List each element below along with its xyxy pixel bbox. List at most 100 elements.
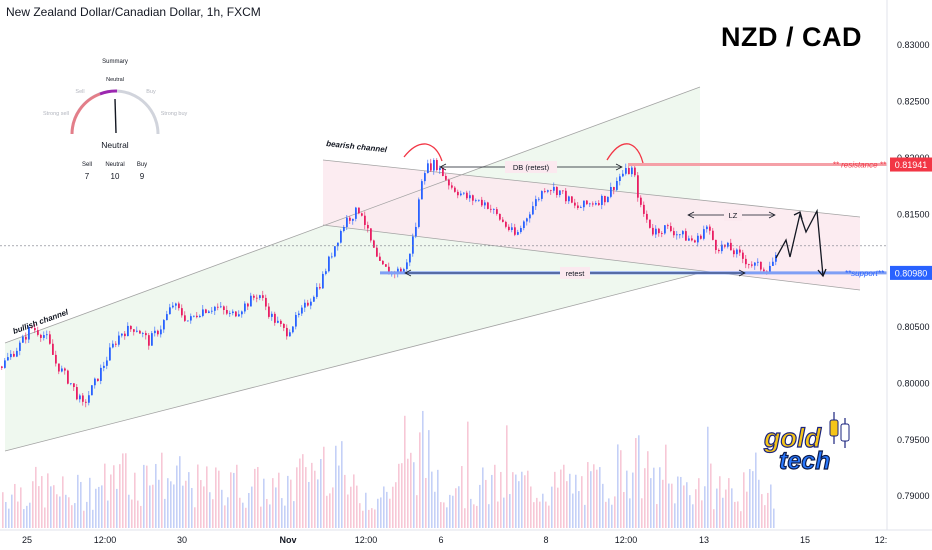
volume-bar	[572, 493, 574, 528]
candle-body	[85, 401, 87, 403]
candle-body	[637, 175, 639, 198]
candle-body	[730, 242, 732, 251]
candle-body	[211, 310, 213, 312]
volume-bar	[554, 471, 556, 528]
volume-bar	[332, 487, 334, 528]
volume-bar	[437, 469, 439, 528]
candle-body	[508, 226, 510, 230]
volume-bar	[143, 464, 145, 528]
volume-bar	[434, 491, 436, 528]
candle-body	[454, 187, 456, 192]
volume-bar	[167, 478, 169, 528]
candle-body	[130, 325, 132, 330]
volume-bar	[335, 445, 337, 528]
resistance-annotation: ** resistance **	[833, 161, 887, 170]
candle-body	[301, 307, 303, 314]
candle-body	[712, 230, 714, 240]
volume-bar	[479, 484, 481, 528]
volume-bar	[92, 509, 94, 528]
volume-bar	[590, 471, 592, 528]
candle-body	[202, 309, 204, 316]
volume-bar	[689, 495, 691, 528]
x-tick-label: Nov	[279, 535, 296, 545]
volume-bar	[617, 444, 619, 528]
volume-bar	[629, 498, 631, 528]
candle-body	[22, 336, 24, 343]
count-label-neutral: Neutral	[105, 162, 124, 168]
volume-bar	[452, 495, 454, 528]
volume-bar	[137, 500, 139, 528]
x-axis[interactable]: 25 12:00 30 Nov 12:00 6 8 12:00 13 15 12:	[22, 535, 887, 545]
db-retest-label-bg	[505, 161, 557, 173]
candle-body	[499, 213, 501, 220]
volume-bar	[497, 501, 499, 528]
candle-body	[640, 197, 642, 205]
candle-body	[361, 213, 363, 216]
volume-bar	[536, 497, 538, 528]
candle-body	[88, 395, 90, 403]
candle-body	[658, 228, 660, 234]
candle-body	[376, 247, 378, 257]
volume-bar	[338, 465, 340, 528]
volume-bar	[41, 476, 43, 528]
candle-body	[139, 330, 141, 334]
volume-bar	[545, 501, 547, 528]
candle-body	[679, 234, 681, 236]
volume-bar	[602, 483, 604, 528]
candle-body	[442, 167, 444, 176]
volume-bar	[122, 453, 124, 528]
candle-body	[55, 354, 57, 364]
volume-bar	[647, 451, 649, 528]
x-tick-label: 13	[699, 535, 709, 545]
volume-bar	[200, 480, 202, 528]
candle-body	[358, 207, 360, 214]
volume-bar	[128, 494, 130, 528]
bearish-channel-top	[322, 159, 861, 218]
volume-bar	[515, 474, 517, 528]
volume-bar	[398, 463, 400, 528]
volume-bar	[161, 452, 163, 528]
price-tag-bg	[890, 265, 932, 280]
candle-body	[718, 249, 720, 252]
summary-widget: Summary Neutral Sell Buy Strong sell Str…	[43, 59, 188, 181]
candle-body	[451, 185, 453, 188]
candle-body	[562, 190, 564, 192]
volume-bar	[446, 507, 448, 528]
volume-bar	[50, 486, 52, 528]
lz-arrow-head-right	[768, 211, 776, 219]
chart-title: New Zealand Dollar/Canadian Dollar, 1h, …	[6, 5, 261, 19]
candle-body	[697, 235, 699, 243]
volume-bar	[476, 505, 478, 528]
bullish-channel-fill	[5, 87, 700, 451]
candle-body	[79, 395, 81, 400]
volume-bar	[470, 498, 472, 528]
candle-body	[625, 168, 627, 174]
candle-body	[523, 221, 525, 229]
volume-bar	[686, 482, 688, 528]
candle-body	[346, 217, 348, 227]
candle-body	[388, 266, 390, 275]
volume-bar	[767, 492, 769, 528]
volume-bar	[440, 502, 442, 528]
x-tick-label: 30	[177, 535, 187, 545]
candle-body	[160, 329, 162, 335]
candle-body	[400, 268, 402, 272]
volume-bar	[35, 466, 37, 528]
candle-body	[91, 385, 93, 396]
volume-bar	[305, 467, 307, 528]
candle-body	[484, 202, 486, 206]
volume-bar	[44, 507, 46, 528]
volume-bar	[14, 483, 16, 528]
x-tick-label: 6	[438, 535, 443, 545]
candle-body	[412, 236, 414, 254]
candle-body	[421, 181, 423, 200]
volume-bar	[320, 459, 322, 528]
volume-bar	[671, 483, 673, 528]
candle-body	[670, 226, 672, 232]
candle-body	[682, 231, 684, 235]
volume-bar	[356, 485, 358, 528]
candle-body	[307, 302, 309, 306]
candle-body	[334, 246, 336, 257]
volume-bar	[503, 497, 505, 528]
